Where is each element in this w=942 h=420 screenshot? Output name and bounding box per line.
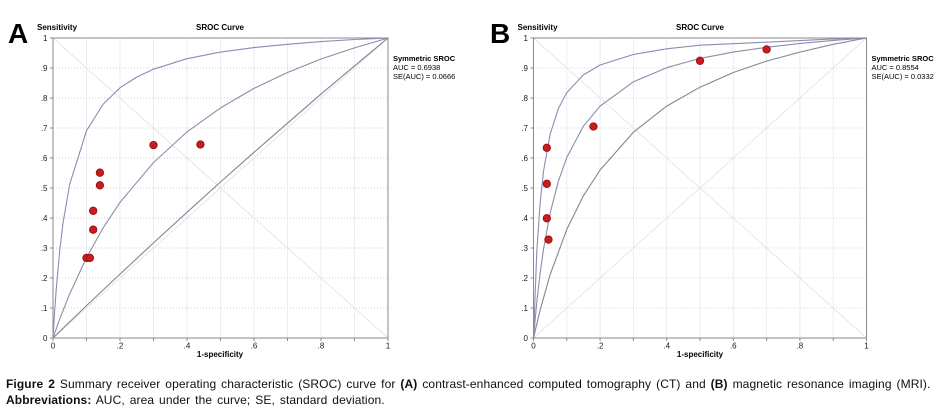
x-tick-label: .4 xyxy=(663,342,670,351)
data-point xyxy=(196,140,205,149)
x-tick-label: .8 xyxy=(797,342,804,351)
caption-text: magnetic resonance imaging (MRI). xyxy=(727,377,931,391)
caption-line-1: Figure 2 Summary receiver operating char… xyxy=(6,377,936,393)
caption-line-2: Abbreviations: AUC, area under the curve… xyxy=(6,393,936,409)
sroc-plot-b: B Sensitivity SROC Curve 0 .2 .4 .6 .8 1 1 .9 .8… xyxy=(490,18,935,359)
x-tick-label: .2 xyxy=(597,342,604,351)
legend-se-value: SE(AUC) = 0.0332 xyxy=(872,72,934,81)
x-axis-title: 1-specificity xyxy=(677,350,724,359)
y-tick-label: 1 xyxy=(43,34,48,43)
data-point xyxy=(89,225,98,234)
y-tick-label: .8 xyxy=(41,94,48,103)
plot-area: 0 .2 .4 .6 .8 1 1 .9 .8 .7 .6 .5 .4 .3 .2 .1 0 xyxy=(41,34,391,351)
y-tick-label: .3 xyxy=(521,244,528,253)
y-tick-label: .2 xyxy=(41,274,48,283)
y-axis-title: Sensitivity xyxy=(518,23,559,32)
caption-b-ref: (B) xyxy=(710,377,728,391)
x-tick-label: 0 xyxy=(51,342,56,351)
plot-title: SROC Curve xyxy=(196,23,245,32)
y-tick-label: .1 xyxy=(521,304,528,313)
lower-95ci-band xyxy=(52,37,389,339)
x-axis-title: 1-specificity xyxy=(197,350,244,359)
x-tick-label: 1 xyxy=(864,342,869,351)
data-point xyxy=(149,140,158,150)
sroc-curve xyxy=(532,37,867,339)
legend-title: Symmetric SROC xyxy=(393,54,456,63)
y-tick-label: .8 xyxy=(521,94,528,103)
y-tick-label: .4 xyxy=(521,214,528,223)
plot-title: SROC Curve xyxy=(676,23,725,32)
abbreviations-label: Abbreviations: xyxy=(6,392,92,407)
data-point xyxy=(89,206,98,215)
x-tick-label: 0 xyxy=(531,342,536,351)
y-tick-label: 0 xyxy=(43,334,48,343)
panel-a: A Sensitivity SROC Curve 0 .2 .4 .6 .8 1 1 .9 .8… xyxy=(0,0,471,375)
caption-a-ref: (A) xyxy=(400,377,418,391)
panel-b: B Sensitivity SROC Curve 0 .2 .4 .6 .8 1 1 .9 .8… xyxy=(471,0,942,375)
y-tick-label: .6 xyxy=(41,154,48,163)
y-tick-label: .3 xyxy=(41,244,48,253)
data-point xyxy=(762,45,771,54)
legend-title: Symmetric SROC xyxy=(872,54,935,63)
data-point xyxy=(544,235,553,244)
y-tick-label: .5 xyxy=(41,184,48,193)
y-tick-label: 0 xyxy=(524,334,529,343)
upper-95ci-band xyxy=(52,37,389,339)
panel-b-letter: B xyxy=(490,18,510,49)
lower-95ci-band xyxy=(532,37,867,339)
data-point xyxy=(589,122,598,131)
sroc-plot-a: A Sensitivity SROC Curve 0 .2 .4 .6 .8 1 1 .9 .8… xyxy=(8,18,456,359)
anti-diagonal xyxy=(533,37,867,339)
abbreviations-text: AUC, area under the curve; SE, standard … xyxy=(91,392,385,407)
caption-text: Summary receiver operating characteristi… xyxy=(54,377,401,391)
data-point xyxy=(95,168,105,177)
y-tick-label: .4 xyxy=(41,214,48,223)
data-point xyxy=(695,56,705,65)
y-tick-label: .6 xyxy=(521,154,528,163)
y-tick-label: .7 xyxy=(41,124,48,133)
x-tick-label: .2 xyxy=(117,342,124,351)
data-point xyxy=(95,181,105,190)
y-tick-label: .7 xyxy=(521,124,528,133)
figure-caption: Figure 2 Summary receiver operating char… xyxy=(6,377,936,408)
data-point xyxy=(542,143,551,152)
caption-text: contrast-enhanced computed tomography (C… xyxy=(417,377,711,391)
data-point xyxy=(85,253,95,263)
anti-diagonal xyxy=(52,37,389,339)
x-tick-label: .6 xyxy=(730,342,737,351)
figure-label: Figure 2 xyxy=(6,377,55,391)
y-tick-label: .2 xyxy=(521,274,528,283)
y-tick-label: 1 xyxy=(524,34,529,43)
legend-auc-value: AUC = 0.6938 xyxy=(393,63,440,72)
legend-auc-value: AUC = 0.8554 xyxy=(872,63,919,72)
x-tick-label: .8 xyxy=(318,342,325,351)
y-tick-label: .5 xyxy=(521,184,528,193)
panel-a-letter: A xyxy=(8,18,28,49)
y-tick-label: .1 xyxy=(41,304,48,313)
plot-area: 0 .2 .4 .6 .8 1 1 .9 .8 .7 .6 .5 .4 .3 .2 .1 0 xyxy=(521,34,869,351)
y-tick-label: .9 xyxy=(41,64,48,73)
data-point xyxy=(542,179,551,188)
y-tick-label: .9 xyxy=(521,64,528,73)
x-tick-label: 1 xyxy=(386,342,391,351)
legend-se-value: SE(AUC) = 0.0666 xyxy=(393,72,455,81)
upper-95ci-band xyxy=(532,37,867,339)
x-tick-label: .6 xyxy=(251,342,258,351)
data-point xyxy=(542,214,551,223)
x-tick-label: .4 xyxy=(184,342,191,351)
y-axis-title: Sensitivity xyxy=(37,23,78,32)
sroc-curve xyxy=(52,37,389,339)
